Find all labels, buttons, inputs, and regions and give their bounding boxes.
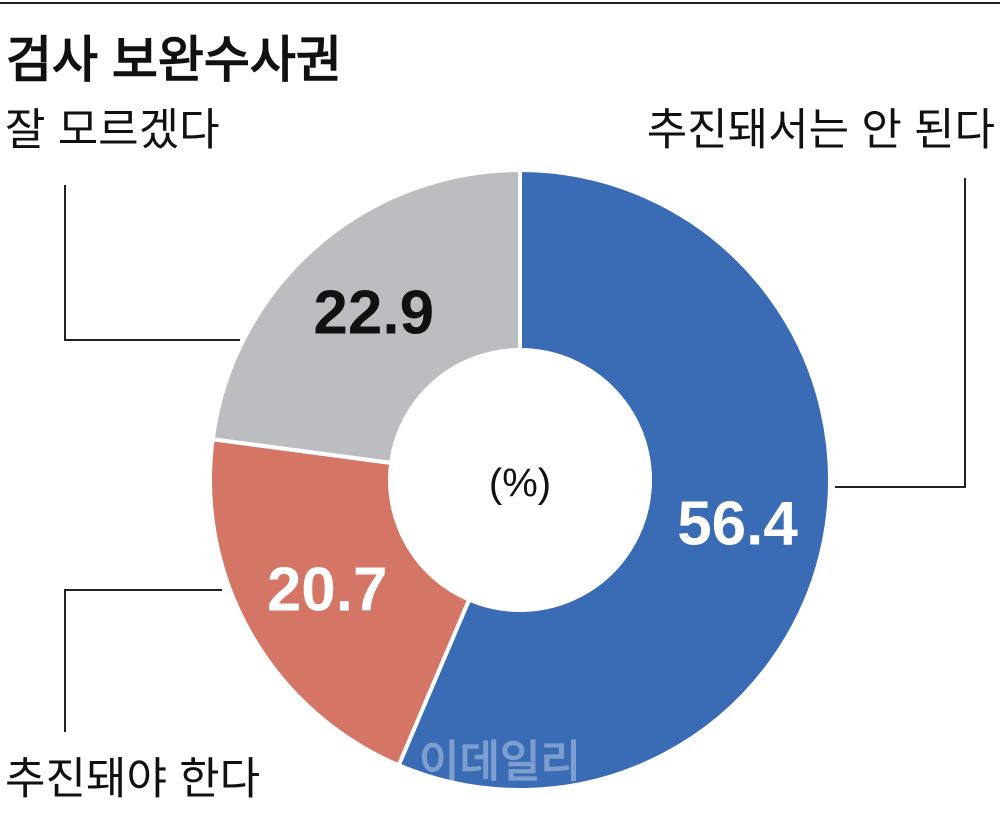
category-label: 추진돼서는 안 된다 bbox=[647, 106, 995, 155]
category-label: 잘 모르겠다 bbox=[5, 106, 220, 155]
leader-line bbox=[64, 589, 222, 732]
donut-segment bbox=[396, 167, 832, 792]
donut-segment bbox=[208, 436, 472, 768]
donut-segment bbox=[210, 167, 522, 466]
chart-title: 검사 보완수사권 bbox=[6, 32, 342, 88]
donut bbox=[208, 167, 832, 792]
leader-line bbox=[835, 178, 966, 488]
watermark: 이데일리 bbox=[419, 738, 581, 787]
center-label: (%) bbox=[489, 462, 551, 506]
value-label: 20.7 bbox=[267, 555, 388, 624]
leader-line bbox=[64, 185, 240, 341]
category-label: 추진돼야 한다 bbox=[5, 755, 260, 804]
value-label: 22.9 bbox=[313, 278, 434, 347]
value-label: 56.4 bbox=[677, 490, 798, 559]
